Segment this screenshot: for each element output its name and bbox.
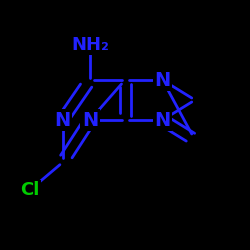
Text: N: N xyxy=(154,70,170,90)
Text: N: N xyxy=(154,110,170,130)
Text: N: N xyxy=(82,110,98,130)
Text: N: N xyxy=(54,110,71,130)
Text: NH₂: NH₂ xyxy=(71,36,109,54)
Text: Cl: Cl xyxy=(20,181,40,199)
